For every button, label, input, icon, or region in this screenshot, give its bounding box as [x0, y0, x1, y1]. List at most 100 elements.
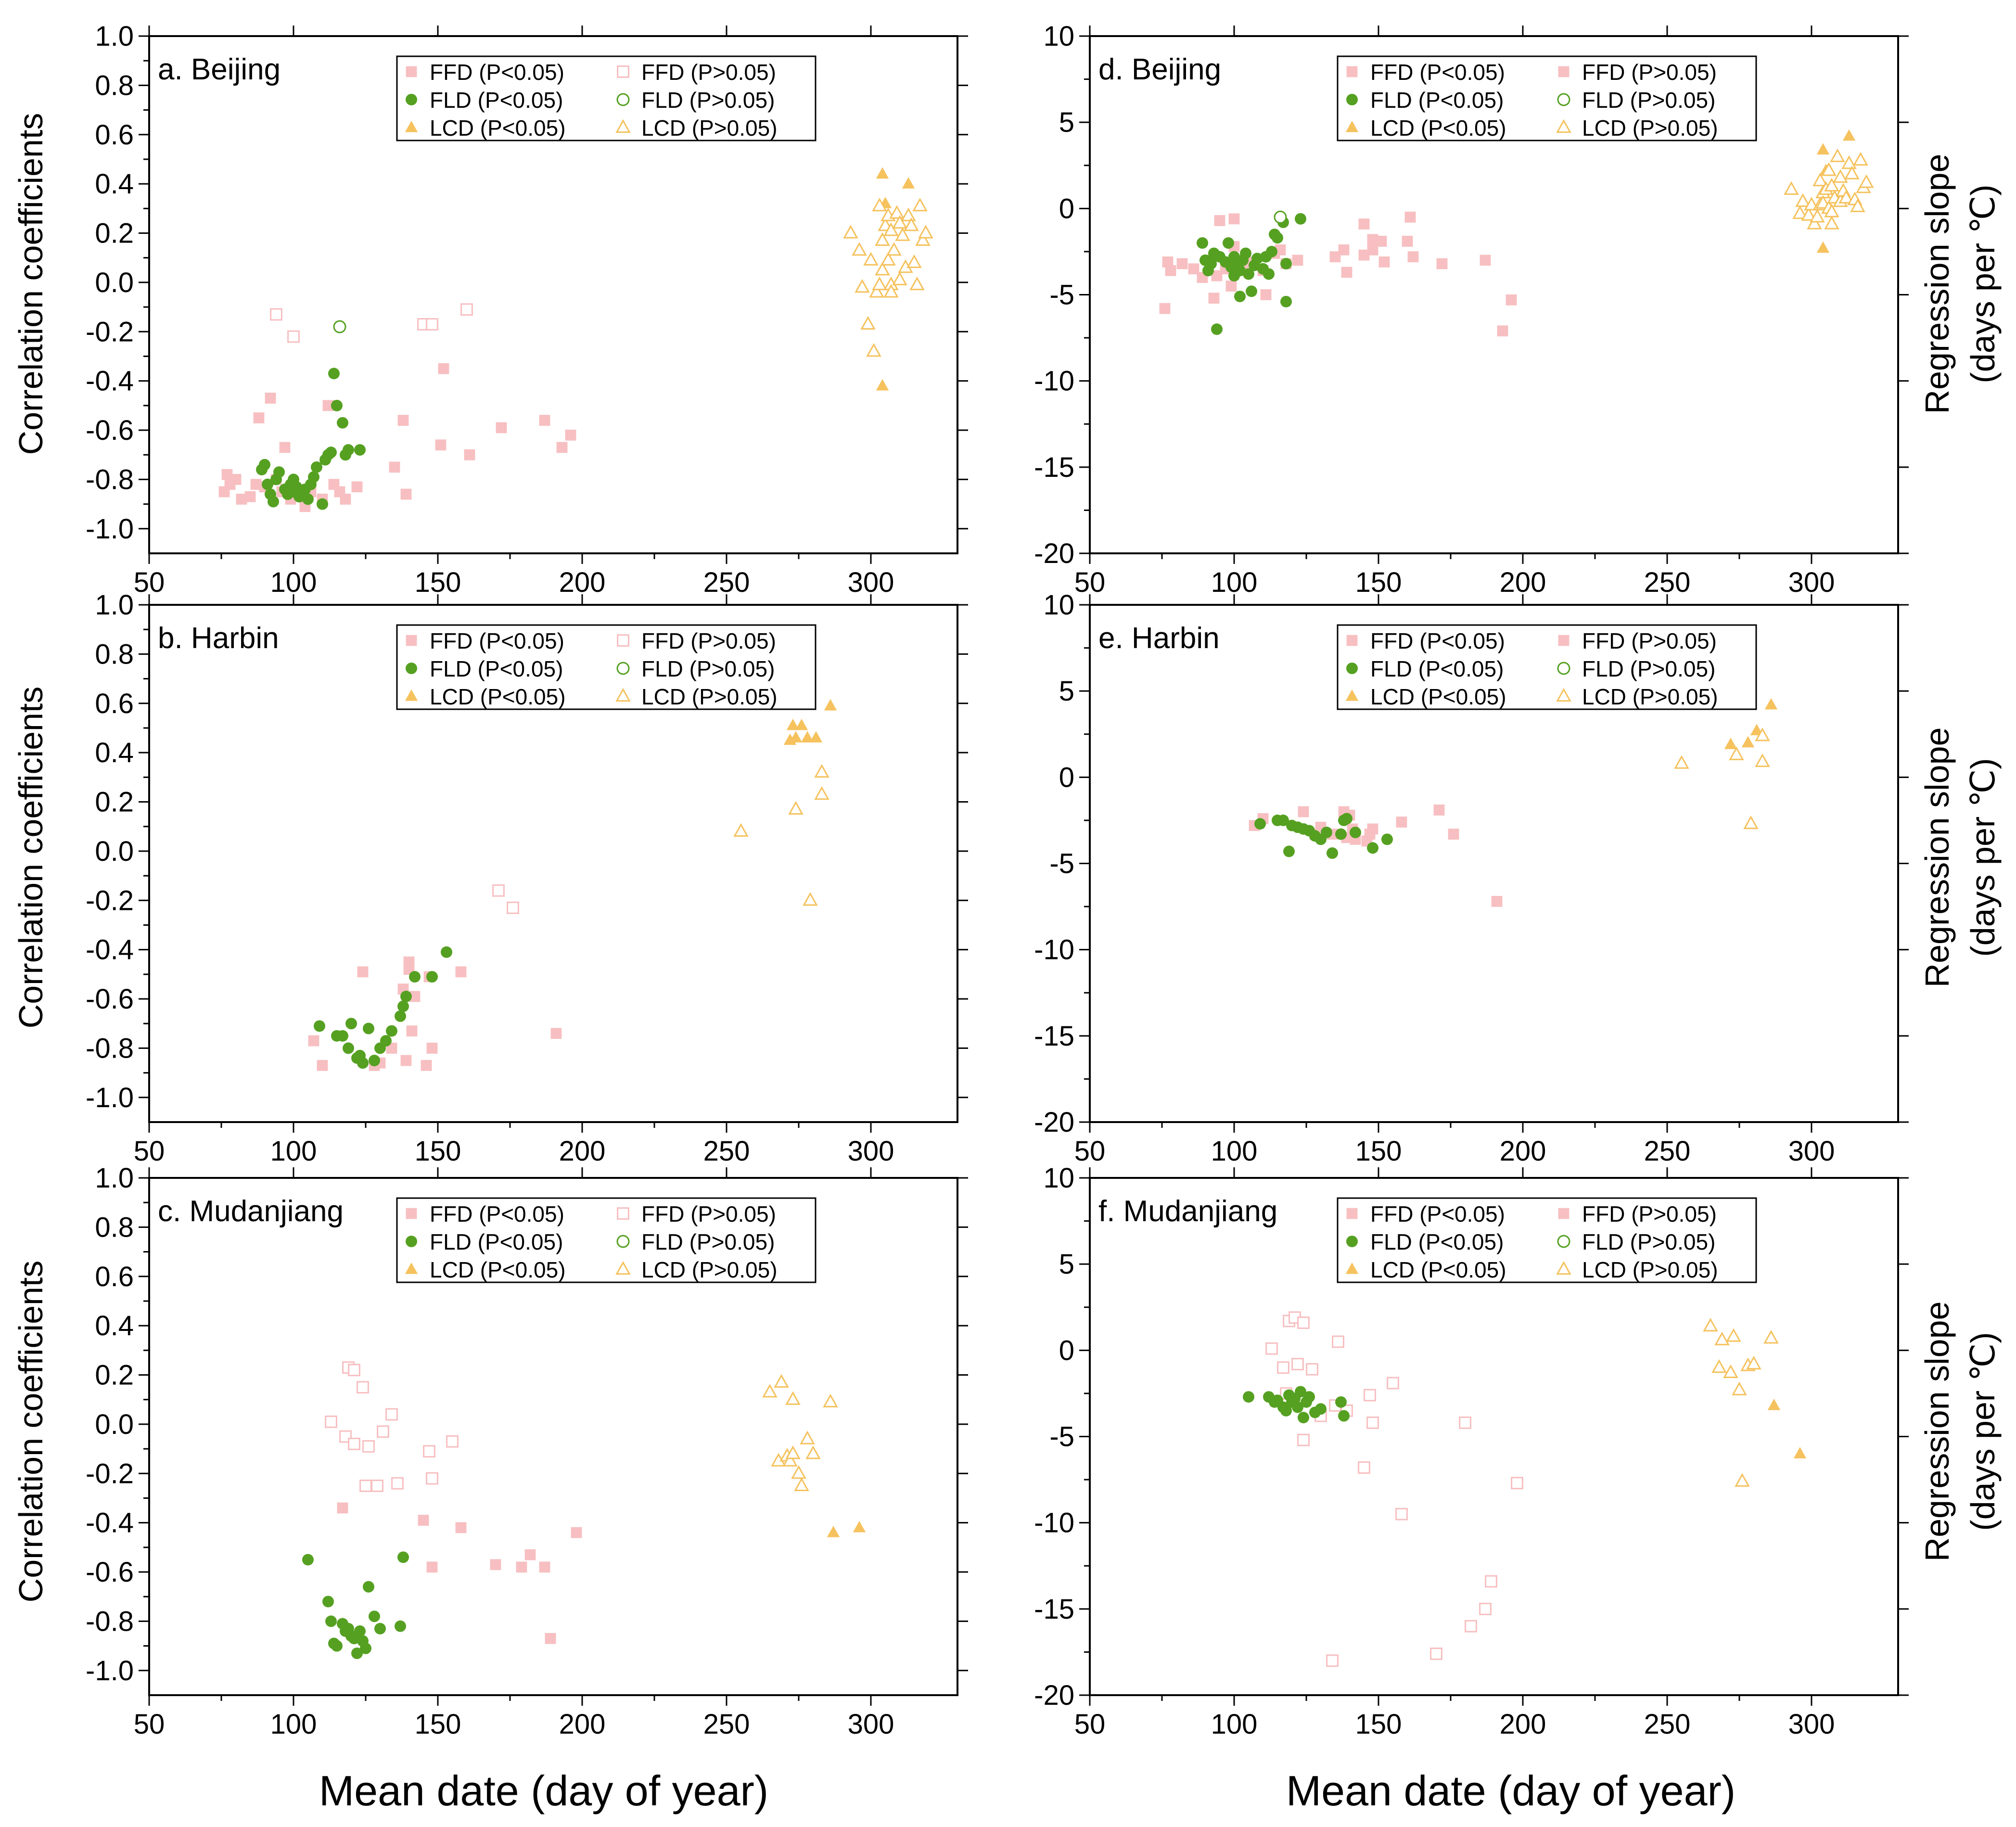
data-point-fld [409, 971, 421, 983]
y-tick-label: 1.0 [95, 589, 134, 621]
legend-marker-fld [1346, 1236, 1358, 1247]
data-point-ffd [265, 393, 276, 404]
data-point-ffd [426, 1472, 438, 1485]
legend-marker-lcd [615, 688, 631, 702]
data-point-fld [395, 1010, 406, 1022]
data-point-lcd [1833, 169, 1848, 183]
y-tick-label: 0.0 [95, 1409, 134, 1440]
x-tick-label: 150 [1355, 1136, 1402, 1167]
data-point-ffd [250, 479, 262, 490]
panel-label: d. Beijing [1098, 53, 1221, 86]
legend-marker-fld [616, 662, 630, 675]
legend-marker-fld [1557, 1235, 1570, 1248]
data-point-fld [1223, 237, 1234, 249]
legend-label: FFD (P>0.05) [1582, 1201, 1717, 1227]
data-point-ffd [1225, 281, 1237, 292]
legend-label: LCD (P<0.05) [430, 115, 566, 141]
legend-label: LCD (P<0.05) [430, 684, 566, 709]
legend-marker-fld [616, 93, 630, 106]
legend-marker-fld [406, 1236, 417, 1247]
y-tick-label: -0.8 [86, 464, 134, 495]
x-axis-title-right: Mean date (day of year) [1286, 1767, 1735, 1814]
data-point-ffd [270, 308, 282, 321]
data-point-fld [1321, 827, 1332, 838]
x-tick-label: 100 [1211, 1136, 1258, 1167]
legend-box [1337, 624, 1757, 710]
legend-marker-lcd [1345, 689, 1359, 701]
x-tick-label: 150 [1355, 567, 1402, 598]
data-point-ffd [359, 1479, 372, 1492]
data-point-fld [1327, 847, 1338, 859]
data-point-fld [1280, 1405, 1292, 1417]
y-tick-label: -0.6 [86, 1557, 134, 1588]
y-tick-label: 0.4 [95, 1310, 134, 1342]
x-tick-label: 150 [415, 1136, 461, 1167]
y-axis-title-e-line1: Regression slope [1918, 728, 1956, 988]
legend-marker-fld [1557, 662, 1570, 675]
legend-label: FLD (P>0.05) [641, 1229, 775, 1254]
y-tick-label: -10 [1034, 366, 1074, 397]
data-point-fld [1295, 213, 1306, 225]
data-point-ffd [1358, 249, 1370, 261]
data-point-lcd [904, 217, 919, 231]
data-point-ffd [545, 1633, 556, 1644]
y-tick-label: 0.8 [95, 639, 134, 670]
data-point-lcd [853, 1520, 866, 1533]
legend-label: LCD (P>0.05) [641, 115, 778, 141]
data-point-fld [262, 478, 273, 490]
x-tick-label: 250 [1644, 1136, 1691, 1167]
data-point-ffd [287, 330, 300, 343]
data-point-ffd [244, 491, 256, 502]
panel-a: 50 100 150 200 250 300 -1.0 -0.8 -0.6 -0.4 -0.2 0.0… [86, 21, 968, 598]
data-point-lcd [1816, 143, 1830, 155]
y-tick-label: 10 [1043, 589, 1074, 621]
data-point-ffd [1366, 1416, 1379, 1429]
y-tick-label: -0.2 [86, 316, 134, 347]
data-point-lcd [860, 316, 876, 330]
data-point-ffd [435, 439, 447, 451]
x-tick-label: 300 [1788, 1709, 1835, 1740]
data-point-ffd [446, 1435, 459, 1448]
plot-frame [1089, 604, 1899, 1123]
data-point-lcd [886, 242, 902, 256]
data-point-lcd [788, 801, 804, 815]
legend-marker-fld [406, 663, 417, 674]
legend-label: FLD (P>0.05) [1582, 656, 1715, 681]
data-point-fld [273, 466, 285, 478]
data-point-ffd [1436, 258, 1448, 269]
data-point-fld [397, 1000, 409, 1012]
data-point-ffd [1329, 251, 1341, 263]
panel-label: f. Mudanjiang [1098, 1195, 1277, 1228]
data-point-fld [333, 320, 346, 333]
legend-box [396, 55, 817, 141]
legend-box [1337, 1197, 1757, 1283]
x-tick-label: 200 [559, 1136, 606, 1167]
data-point-lcd [876, 167, 889, 179]
data-point-fld [311, 461, 322, 473]
x-tick-label: 200 [559, 567, 606, 598]
y-tick-label: -0.4 [86, 1508, 134, 1539]
legend-label: FLD (P<0.05) [1370, 88, 1504, 113]
data-point-lcd [1792, 205, 1808, 219]
data-point-lcd [1795, 193, 1811, 207]
panel-c: 50 100 150 200 250 300 -1.0 -0.8 -0.6 -0.4 -0.2 0.0… [86, 1163, 968, 1740]
data-point-ffd [400, 1055, 412, 1066]
data-point-lcd [866, 343, 881, 357]
data-point-ffd [1298, 806, 1309, 818]
legend-marker-fld [1557, 93, 1570, 106]
data-point-lcd [875, 232, 890, 246]
data-point-lcd [883, 284, 899, 298]
legend-marker-lcd [1345, 120, 1359, 132]
data-point-lcd [906, 254, 922, 268]
data-point-lcd [1821, 162, 1837, 176]
y-tick-label: 5 [1059, 1249, 1074, 1280]
legend-marker-ffd [406, 1208, 417, 1219]
data-point-ffd [460, 303, 473, 316]
data-point-fld [1243, 1391, 1254, 1403]
data-point-lcd [909, 276, 925, 291]
legend-label: FFD (P<0.05) [1370, 1201, 1505, 1227]
data-point-fld [1272, 232, 1283, 244]
data-point-ffd [397, 415, 409, 426]
y-axis-title-b: Correlation coefficients [12, 687, 50, 1029]
data-point-fld [1292, 1401, 1303, 1413]
